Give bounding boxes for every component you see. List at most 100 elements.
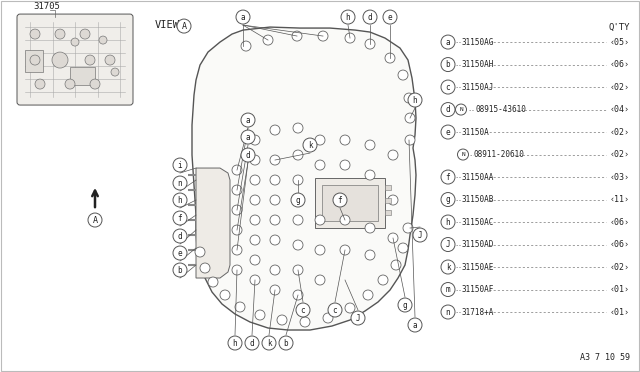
Text: 31150AE: 31150AE bbox=[462, 263, 494, 272]
Text: 31150AD: 31150AD bbox=[462, 240, 494, 249]
Text: a: a bbox=[241, 13, 245, 22]
Text: ‹05›: ‹05› bbox=[610, 38, 630, 46]
Circle shape bbox=[315, 245, 325, 255]
Text: 31150AC: 31150AC bbox=[462, 218, 494, 227]
Text: n: n bbox=[445, 308, 451, 317]
Circle shape bbox=[250, 155, 260, 165]
Circle shape bbox=[173, 263, 187, 277]
Circle shape bbox=[270, 175, 280, 185]
Circle shape bbox=[441, 238, 455, 251]
Bar bbox=[385, 185, 391, 190]
Text: 31150AG: 31150AG bbox=[462, 38, 494, 46]
Circle shape bbox=[232, 205, 242, 215]
Text: ‹06›: ‹06› bbox=[610, 240, 630, 249]
Circle shape bbox=[30, 55, 40, 65]
Text: m: m bbox=[445, 285, 451, 294]
Text: h: h bbox=[178, 196, 182, 205]
Circle shape bbox=[315, 135, 325, 145]
Text: Q'TY: Q'TY bbox=[609, 23, 630, 32]
Circle shape bbox=[232, 225, 242, 235]
Circle shape bbox=[293, 240, 303, 250]
Text: ‹03›: ‹03› bbox=[610, 173, 630, 182]
Text: 31150AF: 31150AF bbox=[462, 285, 494, 294]
Text: 31150AH: 31150AH bbox=[462, 60, 494, 69]
Text: J: J bbox=[445, 240, 451, 249]
Circle shape bbox=[408, 93, 422, 107]
Text: h: h bbox=[445, 218, 451, 227]
Circle shape bbox=[388, 150, 398, 160]
Circle shape bbox=[236, 10, 250, 24]
Text: f: f bbox=[338, 196, 342, 205]
Text: k: k bbox=[445, 263, 451, 272]
Circle shape bbox=[195, 247, 205, 257]
Circle shape bbox=[333, 193, 347, 207]
Text: ‹02›: ‹02› bbox=[610, 150, 630, 159]
Circle shape bbox=[241, 41, 251, 51]
Circle shape bbox=[388, 233, 398, 243]
Circle shape bbox=[293, 265, 303, 275]
Circle shape bbox=[293, 215, 303, 225]
Circle shape bbox=[296, 303, 310, 317]
Polygon shape bbox=[192, 27, 416, 330]
Circle shape bbox=[250, 255, 260, 265]
Circle shape bbox=[105, 55, 115, 65]
Text: ‹11›: ‹11› bbox=[610, 195, 630, 204]
Circle shape bbox=[300, 317, 310, 327]
Circle shape bbox=[328, 303, 342, 317]
Text: c: c bbox=[333, 305, 337, 314]
Text: h: h bbox=[413, 96, 417, 105]
Circle shape bbox=[255, 310, 265, 320]
Text: f: f bbox=[445, 173, 451, 182]
Circle shape bbox=[405, 135, 415, 145]
Text: ‹06›: ‹06› bbox=[610, 218, 630, 227]
Circle shape bbox=[385, 53, 395, 63]
Circle shape bbox=[345, 33, 355, 43]
Bar bbox=[315, 178, 385, 228]
Circle shape bbox=[200, 263, 210, 273]
Circle shape bbox=[85, 55, 95, 65]
Circle shape bbox=[363, 290, 373, 300]
Circle shape bbox=[173, 193, 187, 207]
Circle shape bbox=[270, 215, 280, 225]
Circle shape bbox=[173, 229, 187, 243]
Circle shape bbox=[263, 35, 273, 45]
Text: c: c bbox=[445, 83, 451, 92]
Circle shape bbox=[345, 303, 355, 313]
Circle shape bbox=[177, 19, 191, 33]
Circle shape bbox=[303, 138, 317, 152]
Bar bbox=[25, 50, 43, 72]
Circle shape bbox=[456, 104, 467, 115]
Text: 31718+A: 31718+A bbox=[462, 308, 494, 317]
Text: 31705: 31705 bbox=[33, 2, 60, 11]
Text: ‹02›: ‹02› bbox=[610, 263, 630, 272]
Circle shape bbox=[398, 70, 408, 80]
Text: b: b bbox=[445, 60, 451, 69]
Circle shape bbox=[441, 80, 455, 94]
Text: 08911-20610: 08911-20610 bbox=[474, 150, 525, 159]
Circle shape bbox=[293, 195, 303, 205]
Text: 31150AB: 31150AB bbox=[462, 195, 494, 204]
Circle shape bbox=[293, 290, 303, 300]
Circle shape bbox=[340, 160, 350, 170]
Circle shape bbox=[405, 113, 415, 123]
Text: d: d bbox=[246, 151, 250, 160]
Circle shape bbox=[90, 79, 100, 89]
Text: a: a bbox=[246, 116, 250, 125]
Circle shape bbox=[270, 155, 280, 165]
Circle shape bbox=[245, 336, 259, 350]
Circle shape bbox=[365, 140, 375, 150]
Circle shape bbox=[291, 193, 305, 207]
Circle shape bbox=[173, 176, 187, 190]
Circle shape bbox=[441, 305, 455, 319]
Text: 31150A: 31150A bbox=[462, 128, 490, 137]
Text: N: N bbox=[459, 107, 463, 112]
Circle shape bbox=[80, 29, 90, 39]
Circle shape bbox=[441, 193, 455, 206]
Circle shape bbox=[228, 336, 242, 350]
Circle shape bbox=[52, 52, 68, 68]
Circle shape bbox=[241, 148, 255, 162]
Circle shape bbox=[293, 150, 303, 160]
Text: c: c bbox=[301, 305, 305, 314]
Circle shape bbox=[378, 275, 388, 285]
Bar bbox=[385, 198, 391, 203]
